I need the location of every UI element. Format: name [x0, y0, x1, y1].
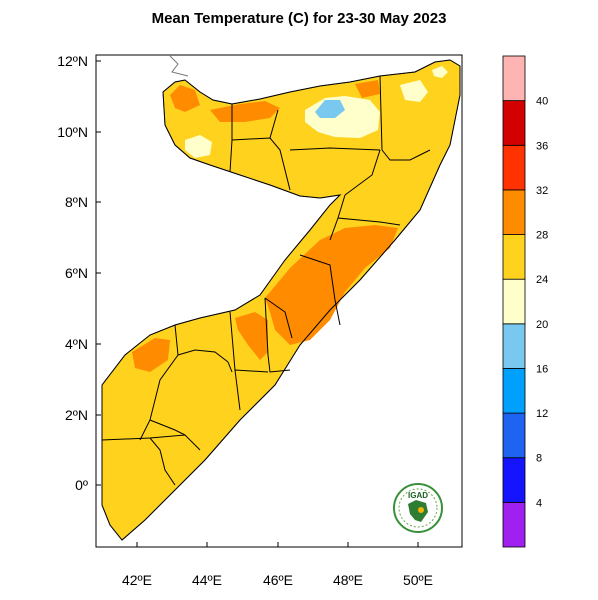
- colorbar-label: 4: [536, 497, 542, 509]
- igad-logo: IGAD: [393, 483, 443, 533]
- colorbar-bin: [502, 368, 526, 414]
- logo-text: IGAD: [408, 491, 428, 500]
- warm-region-central: [265, 225, 398, 345]
- colorbar-label: 36: [536, 140, 548, 152]
- colorbar-bin: [502, 457, 526, 503]
- cold-region: [315, 100, 345, 118]
- map-title: Mean Temperature (C) for 23-30 May 2023: [151, 10, 447, 27]
- colorbar: 4 8 12 16 20 24 28 32 36 40: [502, 55, 548, 548]
- lat-tick-label: 2ºN: [65, 407, 88, 423]
- colorbar-bin: [502, 144, 526, 191]
- colorbar-label: 40: [536, 96, 548, 108]
- lat-tick-label: 12ºN: [57, 53, 88, 69]
- lon-tick-label: 48ºE: [333, 572, 363, 588]
- warm-region-north-east: [355, 80, 380, 98]
- cool-region-west: [185, 135, 212, 158]
- lat-tick-label: 0º: [75, 477, 88, 493]
- colorbar-label: 20: [536, 319, 548, 331]
- lat-axis: [96, 60, 101, 486]
- lat-tick-label: 10ºN: [57, 124, 88, 140]
- lon-tick-label: 50ºE: [403, 572, 433, 588]
- lat-tick-label: 6ºN: [65, 265, 88, 281]
- colorbar-label: 8: [536, 453, 542, 465]
- lat-tick-label: 4ºN: [65, 336, 88, 352]
- warm-region-north-coast: [210, 101, 280, 122]
- colorbar-bin: [502, 55, 526, 102]
- admin-boundaries: [101, 75, 431, 486]
- somalia-outline: [101, 59, 461, 541]
- lat-tick-label: 8ºN: [65, 194, 88, 210]
- warm-region-northwest: [170, 85, 200, 112]
- colorbar-bin: [502, 100, 526, 146]
- colorbar-bin: [502, 234, 526, 280]
- colorbar-bin: [502, 412, 526, 459]
- colorbar-label: 12: [536, 408, 548, 420]
- colorbar-bin: [502, 189, 526, 235]
- lon-axis: [136, 542, 419, 547]
- warm-region-southwest: [132, 338, 170, 372]
- colorbar-bin: [502, 501, 526, 548]
- neighbor-border: [169, 55, 189, 77]
- colorbar-bin: [502, 278, 526, 325]
- colorbar-label: 24: [536, 274, 548, 286]
- colorbar-label: 28: [536, 230, 548, 242]
- lon-tick-label: 44ºE: [192, 572, 222, 588]
- warm-region-central-west: [235, 312, 268, 360]
- lon-tick-label: 42ºE: [122, 572, 152, 588]
- cool-region-northeast: [400, 80, 428, 102]
- colorbar-label: 32: [536, 185, 548, 197]
- lon-tick-label: 46ºE: [263, 572, 293, 588]
- cool-region-tip: [432, 66, 448, 78]
- colorbar-bin: [502, 323, 526, 369]
- colorbar-label: 16: [536, 363, 548, 375]
